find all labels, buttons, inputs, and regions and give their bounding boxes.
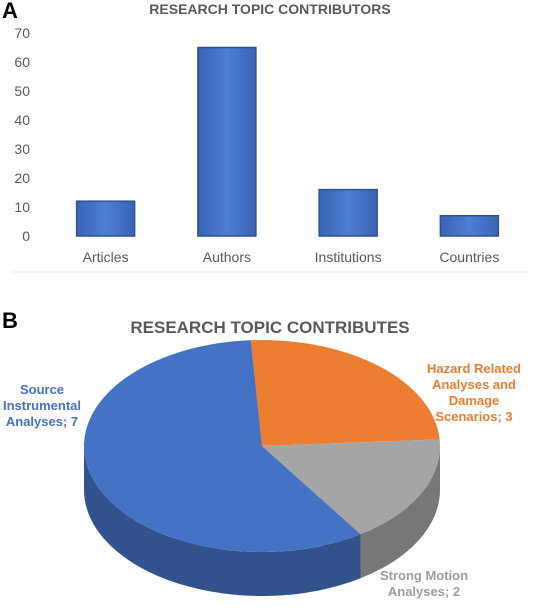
- pie-slice-0: [84, 340, 361, 553]
- panel-a-label: A: [2, 0, 18, 23]
- pie-slice-1: [250, 340, 440, 446]
- bar-institutions: [318, 188, 378, 237]
- y-tick-label: 20: [14, 170, 30, 186]
- x-category-label: Articles: [83, 249, 129, 265]
- bar-countries: [439, 214, 500, 237]
- pie-label-2: Strong Motion Analyses; 2: [380, 568, 468, 599]
- bar-authors: [197, 46, 257, 237]
- y-tick-label: 70: [14, 25, 30, 41]
- pie-slice-2: [262, 439, 440, 535]
- y-tick-label: 30: [14, 141, 30, 157]
- x-category-label: Countries: [439, 249, 499, 265]
- pie-label-0: Source Instrumental Analyses; 7: [3, 382, 81, 429]
- x-category-label: Institutions: [315, 249, 382, 265]
- y-tick-label: 50: [14, 83, 30, 99]
- x-category-label: Authors: [203, 249, 251, 265]
- y-tick-label: 40: [14, 112, 30, 128]
- y-tick-label: 0: [22, 228, 30, 244]
- pie-side-2: [360, 446, 441, 579]
- bar-chart-title: RESEARCH TOPIC CONTRIBUTORS: [149, 1, 391, 17]
- panel-b-label: B: [2, 308, 18, 333]
- pie-label-1: Hazard Related Analyses and Damage Scenario…: [427, 361, 521, 424]
- y-tick-label: 10: [14, 199, 30, 215]
- pie-chart-title: RESEARCH TOPIC CONTRIBUTES: [130, 318, 410, 337]
- pie-side-0: [84, 446, 361, 596]
- y-tick-label: 60: [14, 54, 30, 70]
- bar-articles: [75, 200, 136, 237]
